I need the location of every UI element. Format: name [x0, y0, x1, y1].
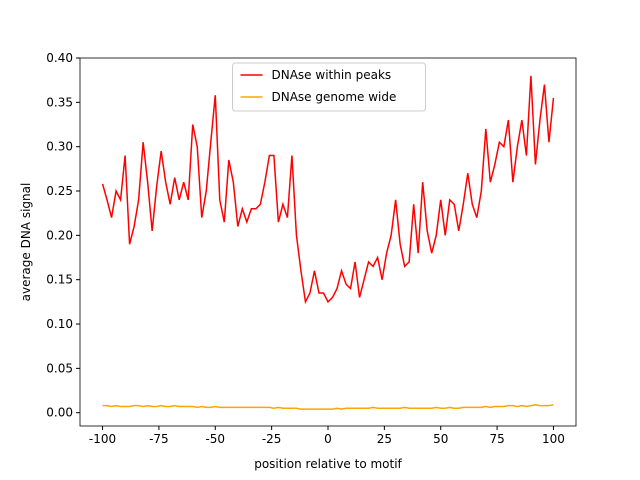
x-tick-label: -100 [89, 432, 116, 446]
x-tick-label: 50 [433, 432, 448, 446]
x-tick-label: 25 [377, 432, 392, 446]
y-tick-label: 0.05 [46, 361, 73, 375]
data-line [102, 403, 554, 410]
y-tick-label: 0.40 [46, 51, 73, 65]
x-tick-label: -75 [149, 432, 169, 446]
data-line [101, 75, 555, 305]
y-tick-label: 0.25 [46, 184, 73, 198]
x-tick-label: 0 [324, 432, 332, 446]
y-tick-label: 0.15 [46, 273, 73, 287]
y-tick-label: 0.35 [46, 95, 73, 109]
x-tick-label: -25 [262, 432, 282, 446]
legend-box [232, 62, 426, 112]
legend-label: DNAse within peaks [272, 68, 392, 82]
y-tick-label: 0.00 [46, 406, 73, 420]
x-tick-label: -50 [205, 432, 225, 446]
y-axis-label: average DNA signal [19, 183, 33, 302]
plot-frame [79, 57, 577, 427]
y-tick-label: 0.20 [46, 228, 73, 242]
x-tick-label: 100 [542, 432, 565, 446]
y-tick-label: 0.30 [46, 140, 73, 154]
y-tick-label: 0.10 [46, 317, 73, 331]
x-tick-label: 75 [489, 432, 504, 446]
legend-label: DNAse genome wide [272, 90, 397, 104]
x-axis-label: position relative to motif [254, 457, 402, 471]
